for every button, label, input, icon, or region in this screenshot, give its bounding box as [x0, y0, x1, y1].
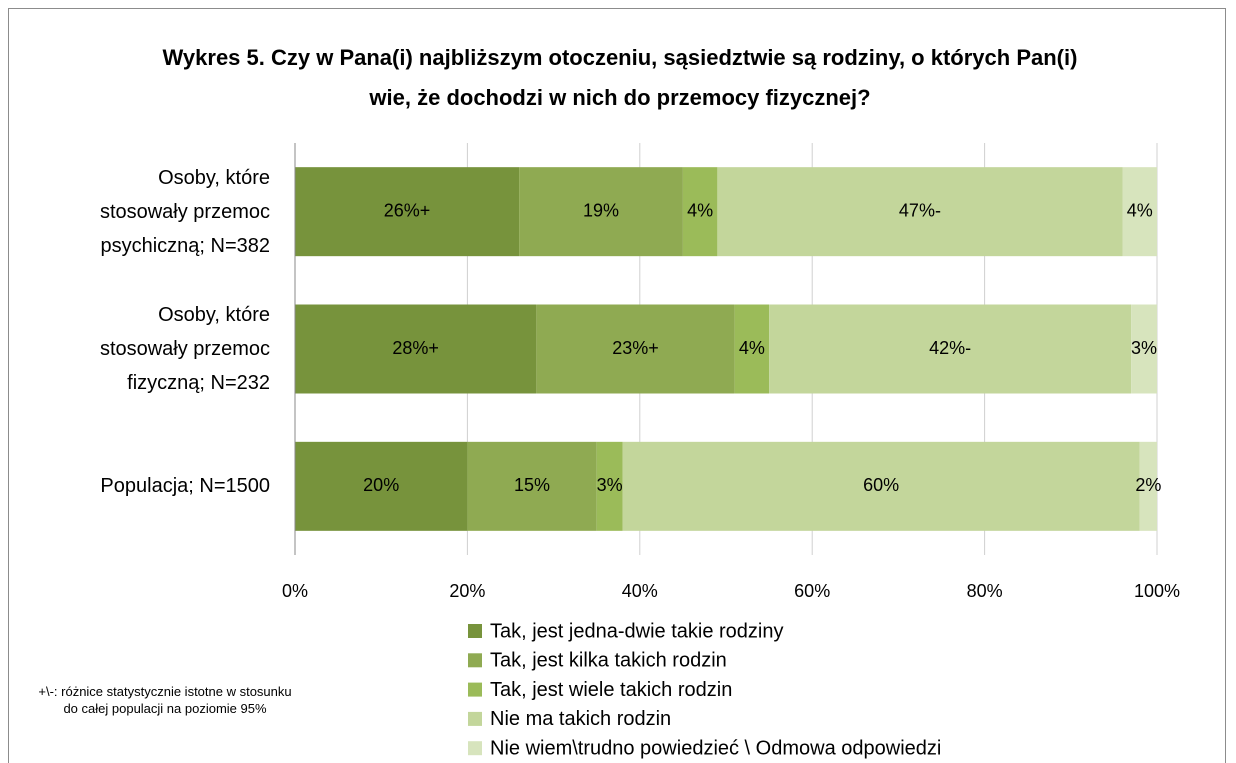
bar-segment	[769, 304, 1132, 394]
x-tick-label: 0%	[282, 581, 308, 601]
bar-segment	[1139, 441, 1157, 531]
data-label: 20%	[363, 475, 399, 495]
data-label: 4%	[739, 338, 765, 358]
bar-segment	[519, 167, 683, 257]
bar-segment	[622, 441, 1140, 531]
bar-segment	[682, 167, 718, 257]
category-label: Populacja; N=1500	[100, 475, 270, 498]
legend-swatch	[468, 682, 482, 697]
legend-swatch	[468, 653, 482, 668]
x-tick-label: 80%	[967, 581, 1003, 601]
bar-segment	[596, 441, 623, 531]
legend-swatch	[468, 741, 482, 756]
data-label: 3%	[1131, 338, 1157, 358]
category-label: Osoby, które stosowały przemoc fizyczną;…	[99, 304, 270, 394]
data-label: 42%-	[929, 338, 971, 358]
legend-label: Tak, jest jedna-dwie takie rodziny	[490, 620, 783, 642]
data-label: 28%+	[392, 338, 439, 358]
bar-segment	[1122, 167, 1157, 257]
bar-segment	[295, 441, 468, 531]
chart-title: Wykres 5. Czy w Pana(i) najbliższym otoc…	[162, 45, 1078, 110]
bar-segment	[536, 304, 735, 394]
data-label: 2%	[1135, 475, 1161, 495]
data-label: 15%	[514, 475, 550, 495]
x-tick-label: 40%	[622, 581, 658, 601]
category-label: Osoby, które stosowały przemoc psychiczn…	[99, 166, 270, 257]
legend-swatch	[468, 624, 482, 638]
legend-swatch	[468, 711, 482, 726]
x-tick-label: 20%	[449, 581, 485, 601]
data-label: 23%+	[612, 338, 659, 358]
bar-segment	[295, 167, 520, 257]
data-label: 3%	[597, 475, 623, 495]
legend-label: Nie ma takich rodzin	[490, 708, 671, 730]
bar-segment	[467, 441, 597, 531]
chart-frame	[8, 8, 1226, 763]
x-tick-label: 60%	[794, 581, 830, 601]
annotation: +\-: różnice statystycznie istotne w sto…	[38, 684, 292, 716]
legend-label: Tak, jest wiele takich rodzin	[490, 679, 732, 701]
data-label: 4%	[687, 200, 713, 220]
legend-label: Nie wiem\trudno powiedzieć \ Odmowa odpo…	[490, 737, 941, 759]
bar-segment	[295, 304, 537, 394]
data-label: 47%-	[899, 200, 941, 220]
data-label: 26%+	[384, 200, 431, 220]
x-tick-label: 100%	[1134, 581, 1180, 601]
bar-segment	[717, 167, 1123, 257]
data-label: 60%	[863, 475, 899, 495]
legend-label: Tak, jest kilka takich rodzin	[490, 650, 727, 672]
bar-segment	[734, 304, 770, 394]
data-label: 4%	[1127, 200, 1153, 220]
data-label: 19%	[583, 200, 619, 220]
bar-segment	[1131, 304, 1157, 394]
